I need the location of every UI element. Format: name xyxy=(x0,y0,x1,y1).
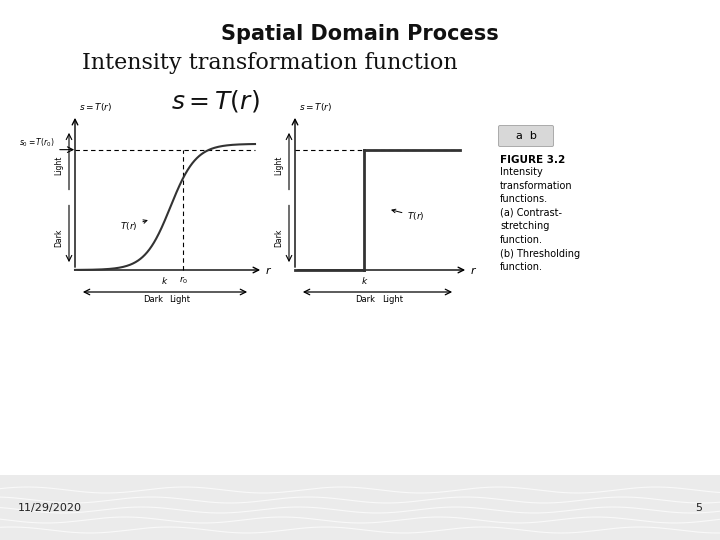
Text: Dark: Dark xyxy=(143,295,163,304)
Text: Dark: Dark xyxy=(274,229,284,247)
Text: FIGURE 3.2: FIGURE 3.2 xyxy=(500,155,565,165)
Text: $r$: $r$ xyxy=(470,265,477,275)
Text: 11/29/2020: 11/29/2020 xyxy=(18,503,82,513)
Text: $s = T(r)$: $s = T(r)$ xyxy=(299,101,332,113)
Text: $T(r)$: $T(r)$ xyxy=(392,209,425,222)
Text: Dark: Dark xyxy=(356,295,376,304)
Text: $r_0$: $r_0$ xyxy=(179,275,189,287)
Text: $s_0 = T(r_0)$: $s_0 = T(r_0)$ xyxy=(19,136,55,149)
Bar xyxy=(0,0,720,485)
Text: $T(r)$: $T(r)$ xyxy=(120,220,147,232)
Text: $k$: $k$ xyxy=(161,275,168,286)
Bar xyxy=(0,475,720,540)
Text: Intensity
transformation
functions.
(a) Contrast-
stretching
function.
(b) Thres: Intensity transformation functions. (a) … xyxy=(500,167,580,272)
FancyBboxPatch shape xyxy=(498,125,554,146)
Text: Light: Light xyxy=(169,295,191,304)
Text: Light: Light xyxy=(55,156,63,176)
Text: $s = T(r)$: $s = T(r)$ xyxy=(79,101,112,113)
Text: Dark: Dark xyxy=(55,229,63,247)
Text: $s = T(r)$: $s = T(r)$ xyxy=(171,88,259,114)
Text: Spatial Domain Process: Spatial Domain Process xyxy=(221,24,499,44)
Text: $k$: $k$ xyxy=(361,275,368,286)
Text: Light: Light xyxy=(274,156,284,176)
Text: Light: Light xyxy=(382,295,403,304)
Text: a  b: a b xyxy=(516,131,536,141)
Text: Intensity transformation function: Intensity transformation function xyxy=(82,52,458,74)
Text: $r$: $r$ xyxy=(265,265,272,275)
Text: 5: 5 xyxy=(695,503,702,513)
